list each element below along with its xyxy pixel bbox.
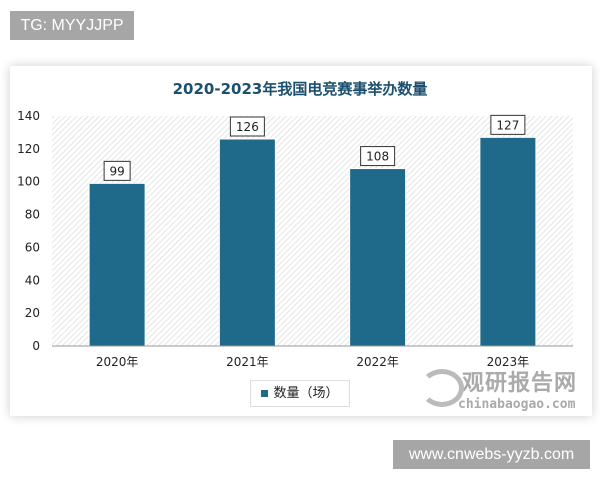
data-label-box [490, 114, 526, 135]
bar [88, 182, 146, 347]
y-tick-label: 60 [25, 240, 40, 254]
data-label-box [360, 146, 396, 167]
legend-label: 数量（场） [273, 386, 339, 401]
y-tick-label: 20 [25, 306, 40, 320]
tg-label: TG: MYYJJPP [10, 11, 134, 40]
x-tick-label: 2021年 [226, 355, 269, 369]
x-tick-label: 2022年 [356, 355, 399, 369]
y-tick-label: 120 [17, 142, 40, 156]
watermark: 观研报告网 chinabaogao.com [418, 365, 577, 412]
y-tick-label: 40 [25, 273, 40, 287]
x-tick-label: 2020年 [96, 355, 139, 369]
chart-title: 2020-2023年我国电竞赛事举办数量 [172, 80, 428, 98]
y-tick-label: 140 [17, 109, 40, 123]
y-tick-label: 80 [25, 208, 40, 222]
url-label: www.cnwebs-yyzb.com [393, 440, 590, 469]
data-label: 127 [496, 118, 519, 132]
legend-swatch [261, 390, 269, 397]
data-label: 108 [366, 150, 389, 164]
x-tick-label: 2023年 [487, 355, 530, 369]
data-label-box [103, 160, 131, 181]
data-label: 99 [109, 164, 124, 178]
data-label-box [229, 116, 265, 137]
y-tick-label: 0 [32, 339, 40, 353]
y-tick-label: 100 [17, 175, 40, 189]
data-label: 126 [236, 120, 259, 134]
bar [349, 168, 407, 347]
legend: 数量（场） [250, 380, 350, 407]
chinabaogao-logo-icon [420, 369, 464, 407]
bar [479, 136, 537, 347]
bar [218, 138, 276, 347]
